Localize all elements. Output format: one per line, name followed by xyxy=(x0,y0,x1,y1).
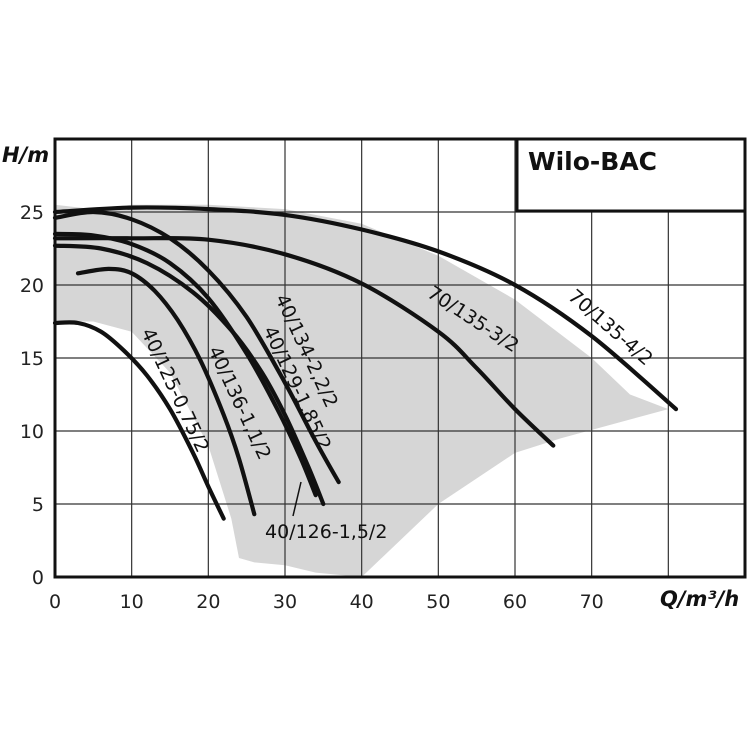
curves-layer xyxy=(52,205,679,521)
y-ticks: 0 5 10 15 20 25 xyxy=(20,202,44,589)
x-tick-label: 60 xyxy=(503,591,527,613)
curve-label-leader xyxy=(292,481,302,517)
x-tick-label: 30 xyxy=(273,591,297,613)
y-tick-label: 25 xyxy=(20,202,44,224)
x-tick-label: 20 xyxy=(196,591,220,613)
x-tick-label: 50 xyxy=(426,591,450,613)
y-axis-label: H/m xyxy=(2,143,49,167)
x-tick-label: 70 xyxy=(580,591,604,613)
curve-2 xyxy=(75,266,257,517)
y-tick-label: 0 xyxy=(32,567,44,589)
title-box: Wilo-BAC xyxy=(515,137,747,213)
curve-label-3: 40/126-1,5/2 xyxy=(265,521,387,543)
y-tick-label: 15 xyxy=(20,348,44,370)
curve-6 xyxy=(52,236,556,448)
x-tick-label: 0 xyxy=(49,591,61,613)
y-tick-label: 20 xyxy=(20,275,44,297)
x-tick-label: 10 xyxy=(120,591,144,613)
y-tick-label: 10 xyxy=(20,421,44,443)
curve-7 xyxy=(52,205,679,412)
frame-layer xyxy=(53,137,747,579)
x-tick-label: 40 xyxy=(350,591,374,613)
y-tick-label: 5 xyxy=(32,494,44,516)
x-ticks: 0 10 20 30 40 50 60 70 xyxy=(49,591,604,613)
plot-frame xyxy=(53,137,747,579)
x-axis-label: Q/m³/h xyxy=(660,587,739,611)
curve-1 xyxy=(52,320,226,521)
curve-5 xyxy=(52,209,341,485)
title-box-frame xyxy=(515,137,747,213)
chart-title: Wilo-BAC xyxy=(528,147,657,176)
